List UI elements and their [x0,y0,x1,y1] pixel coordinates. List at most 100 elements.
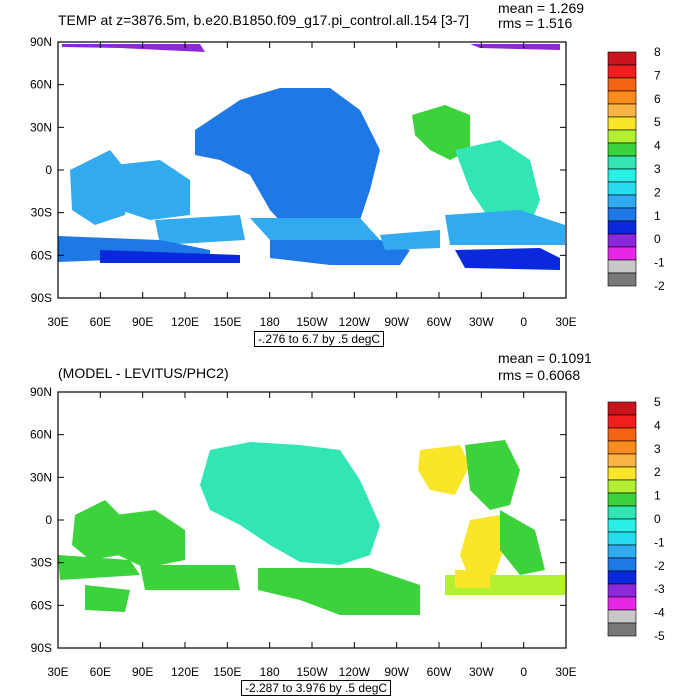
longitude-label: 120E [171,665,199,679]
difference-map: 90N 60N 30N 0 30S 60S 90S 30E 60E 90E 120E 150E 180… [30,385,665,679]
longitude-label: 150E [213,665,241,679]
colorbar-swatch [607,570,637,585]
map-title: TEMP at z=3876.5m, b.e20.B1850.f09_g17.p… [58,12,470,28]
colorbar-swatch [607,609,637,624]
latitude-label: 90N [30,35,52,49]
rms-value: rms = 1.516 [498,15,573,31]
map-fill [58,44,565,270]
longitude-label: 180 [260,665,280,679]
panel-difference: (MODEL - LEVITUS/PHC2) mean = 0.1091 rms… [0,350,700,700]
colorbar-swatch [607,557,637,572]
colorbar-label: -2 [654,559,665,573]
colorbar-label: 3 [654,162,661,176]
panel-temperature: TEMP at z=3876.5m, b.e20.B1850.f09_g17.p… [30,0,665,347]
contour-info: -2.287 to 3.976 by .5 degC [241,680,392,696]
colorbar-label: 1 [654,209,661,223]
longitude-label: 180 [260,315,280,329]
mean-value: mean = 1.269 [498,0,585,16]
colorbar-swatch [607,596,637,611]
colorbar-swatch [607,246,637,261]
axis-ticks [57,391,567,649]
colorbar-label: -1 [654,535,665,549]
colorbar-label: 2 [654,465,661,479]
colorbar-swatch [607,466,637,481]
map-title: (MODEL - LEVITUS/PHC2) [58,365,229,381]
latitude-label: 0 [45,163,52,177]
mean-value: mean = 0.1091 [498,350,592,366]
colorbar-label: 5 [654,395,661,409]
colorbar-label: -2 [654,279,665,293]
colorbar-swatch [607,103,637,118]
latitude-label: 30S [31,556,52,570]
latitude-label: 0 [45,513,52,527]
longitude-label: 120E [171,315,199,329]
colorbar-swatch [607,220,637,235]
colorbar-label: -3 [654,582,665,596]
colorbar-swatch [607,427,637,442]
colorbar-swatch [607,505,637,520]
longitude-label: 90E [132,665,153,679]
colorbar-label: 6 [654,92,661,106]
colorbar-swatch [607,168,637,183]
longitude-label: 60E [90,315,111,329]
colorbar-label: 8 [654,45,661,59]
longitude-label: 30E [555,665,576,679]
colorbar-swatch [607,90,637,105]
longitude-label: 90W [384,665,409,679]
longitude-label: 60W [427,665,452,679]
colorbar-swatch [607,51,637,66]
colorbar: 5 4 3 2 1 0 -1 -2 -3 -4 -5 [607,395,665,643]
colorbar-swatch [607,194,637,209]
colorbar-swatch [607,531,637,546]
longitude-label: 30E [555,315,576,329]
colorbar-swatch [607,181,637,196]
longitude-label: 150W [296,665,328,679]
colorbar-label: -4 [654,606,665,620]
colorbar-swatch [607,155,637,170]
colorbar-label: 2 [654,185,661,199]
colorbar-label: 0 [654,232,661,246]
longitude-label: 30W [469,315,494,329]
colorbar-label: 5 [654,115,661,129]
longitude-label: 60W [427,315,452,329]
latitude-label: 90S [31,641,52,655]
longitude-label: 0 [520,665,527,679]
contour-info: -.276 to 6.7 by .5 degC [254,331,385,347]
latitude-label: 90N [30,385,52,399]
colorbar-label: 7 [654,68,661,82]
colorbar-swatch [607,583,637,598]
colorbar-swatch [607,116,637,131]
rms-value: rms = 0.6068 [498,367,581,383]
map-fill [58,440,565,615]
colorbar-swatch [607,440,637,455]
colorbar-swatch [607,142,637,157]
colorbar-swatch [607,414,637,429]
colorbar-label: 3 [654,442,661,456]
colorbar-swatch [607,544,637,559]
colorbar-swatch [607,77,637,92]
colorbar-swatch [607,622,637,637]
longitude-label: 30E [47,665,68,679]
colorbar-label: 1 [654,489,661,503]
colorbar-swatch [607,401,637,416]
latitude-label: 30S [31,206,52,220]
latitude-label: 90S [31,291,52,305]
latitude-label: 60S [31,598,52,612]
longitude-label: 120W [339,315,371,329]
colorbar-swatch [607,233,637,248]
latitude-labels: 90N 60N 30N 0 30S 60S 90S [30,35,52,305]
colorbar-swatch [607,64,637,79]
colorbar-swatch [607,259,637,274]
colorbar-swatch [607,518,637,533]
colorbar-label: -1 [654,256,665,270]
axis-ticks [57,41,567,299]
longitude-label: 0 [520,315,527,329]
longitude-label: 30W [469,665,494,679]
longitude-label: 150W [296,315,328,329]
latitude-label: 30N [30,470,52,484]
latitude-label: 60S [31,248,52,262]
colorbar-label: 4 [654,139,661,153]
colorbar-swatch [607,129,637,144]
latitude-label: 60N [30,78,52,92]
